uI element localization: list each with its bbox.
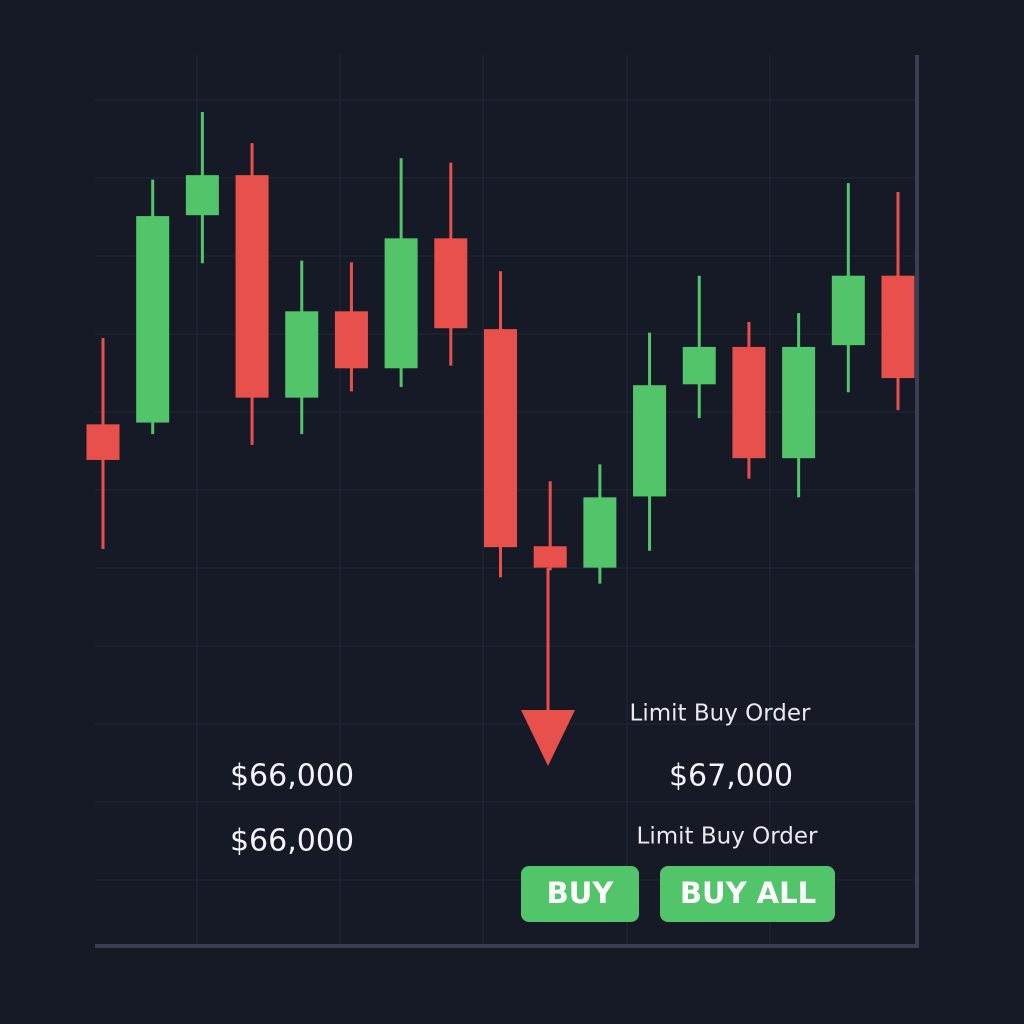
candle-body	[185, 175, 219, 216]
candle-body	[434, 238, 468, 329]
candle-body	[682, 346, 716, 385]
button-label[interactable]: BUY	[547, 876, 615, 910]
annotation: Limit Buy Order	[630, 701, 812, 727]
candle-body	[86, 424, 120, 460]
button-label[interactable]: BUY ALL	[680, 876, 816, 910]
candle-body	[136, 216, 170, 423]
buy-all-button[interactable]: BUY ALL	[660, 866, 835, 922]
candle-body	[384, 238, 418, 369]
candle-body	[235, 175, 269, 398]
candle-body	[285, 311, 319, 398]
candle-body	[484, 329, 517, 548]
price-label: $66,000	[230, 759, 354, 794]
grid	[95, 55, 915, 944]
candle-body	[732, 346, 766, 459]
candle-body	[881, 275, 915, 379]
candle-body	[533, 546, 567, 568]
price-label: $67,000	[669, 759, 793, 794]
button-bg[interactable]	[660, 866, 835, 922]
button-bg[interactable]	[521, 866, 639, 922]
price-label: $66,000	[230, 824, 354, 859]
candle-body	[583, 497, 617, 568]
candle-body	[782, 346, 816, 459]
candle-body	[633, 385, 667, 497]
candles	[86, 111, 915, 584]
candle-body	[334, 311, 368, 369]
annotation: Limit Buy Order	[637, 824, 819, 850]
buy-button[interactable]: BUY	[521, 866, 639, 922]
candle-body	[831, 275, 865, 346]
arrow-head	[521, 710, 575, 766]
